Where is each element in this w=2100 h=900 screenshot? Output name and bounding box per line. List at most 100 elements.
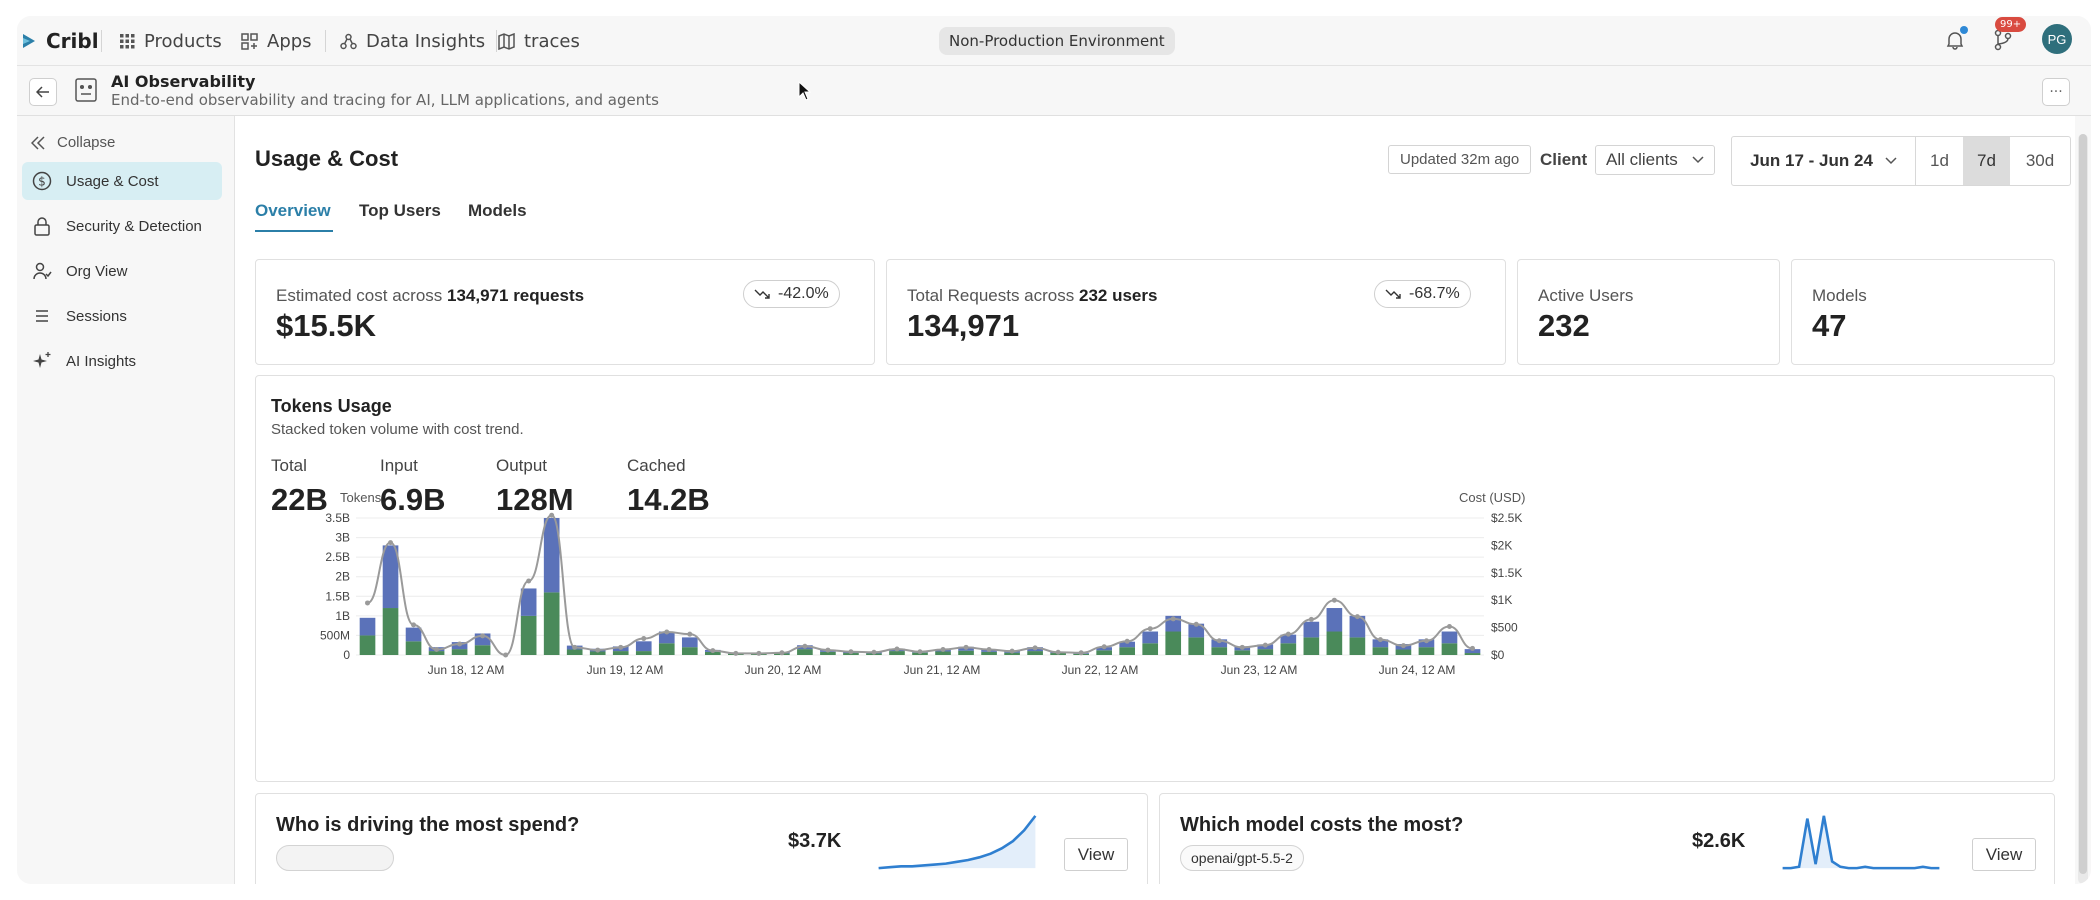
collapse-label: Collapse [57, 134, 116, 151]
git-branch-button[interactable] [1994, 29, 2012, 55]
cost-point [1055, 649, 1061, 655]
sidebar-item-sessions[interactable]: Sessions [22, 297, 222, 335]
tab-models[interactable]: Models [468, 201, 527, 220]
bar-cached [1418, 647, 1435, 655]
collapse-button[interactable]: Collapse [31, 134, 115, 151]
bar-input [382, 545, 399, 609]
products-menu[interactable]: Products [120, 16, 222, 66]
bar-cached [405, 641, 422, 655]
cost-point [848, 649, 854, 655]
kpi-requests-delta: -68.7% [1374, 280, 1471, 308]
model-cost-title: Which model costs the most? [1180, 814, 1464, 836]
date-range-value: Jun 17 - Jun 24 [1750, 151, 1873, 170]
client-select-value: All clients [1606, 150, 1678, 169]
avatar[interactable]: PG [2042, 24, 2072, 54]
traces-menu[interactable]: traces [498, 16, 580, 66]
y2-tick-label: $1.5K [1491, 566, 1522, 580]
bar-cached [566, 649, 583, 655]
cost-point [572, 644, 578, 650]
y2-tick-label: $1K [1491, 593, 1512, 607]
x-tick-label: Jun 19, 12 AM [587, 663, 664, 677]
tokens-subtitle: Stacked token volume with cost trend. [271, 421, 524, 438]
sidebar-item-ai-insights[interactable]: AI Insights [22, 342, 222, 380]
main-scrollbar[interactable] [2078, 134, 2088, 884]
bar-input [1441, 631, 1458, 644]
cost-point [733, 650, 739, 656]
stat-input: Input 6.9B [380, 456, 445, 518]
cost-point [595, 647, 601, 653]
app-subtitle: End-to-end observability and tracing for… [111, 91, 659, 109]
stat-total: Total 22B [271, 456, 328, 518]
cost-point [1124, 638, 1130, 644]
range-button-30d[interactable]: 30d [2025, 151, 2055, 170]
cost-point [1400, 643, 1406, 649]
apps-icon [241, 32, 258, 50]
cost-point [1262, 642, 1268, 648]
y2-tick-label: $2K [1491, 538, 1512, 552]
grid-icon [120, 33, 135, 48]
sidebar-item-security-detection[interactable]: Security & Detection [22, 207, 222, 245]
client-select[interactable]: All clients [1595, 145, 1715, 175]
bar-cached [981, 651, 997, 655]
kpi-card-cost: Estimated cost across 134,971 requests $… [255, 259, 875, 365]
scrollbar-thumb[interactable] [2079, 134, 2087, 874]
more-options-button[interactable]: ··· [2042, 78, 2070, 106]
bar-input [681, 637, 698, 648]
bar-cached [382, 608, 399, 655]
app-icon [75, 78, 97, 106]
y-tick-label: 2.5B [325, 550, 350, 564]
updated-badge: Updated 32m ago [1388, 145, 1532, 174]
back-button[interactable] [29, 78, 57, 106]
bar-cached [451, 649, 468, 655]
tab-overview[interactable]: Overview [255, 201, 331, 220]
x-tick-label: Jun 20, 12 AM [745, 663, 822, 677]
y-tick-label: 0 [343, 648, 350, 662]
cost-point [802, 643, 808, 649]
y-tick-label: 500M [320, 628, 350, 642]
traces-label: traces [524, 30, 580, 52]
cost-point [940, 647, 946, 653]
sidebar-item-usage-cost[interactable]: $ Usage & Cost [22, 162, 222, 200]
cost-point [664, 629, 670, 635]
bar-cached [1464, 653, 1481, 655]
bar-cached [1372, 647, 1389, 655]
cost-point [1101, 644, 1107, 650]
spend-view-button[interactable]: View [1064, 838, 1128, 871]
y-tick-label: 1B [335, 609, 350, 623]
bar-input [1349, 615, 1366, 638]
cost-point [1354, 614, 1360, 620]
kpi-requests-label: Total Requests across 232 users [907, 286, 1157, 306]
cost-point [526, 578, 532, 584]
bar-cached [520, 615, 537, 655]
kpi-card-requests: Total Requests across 232 users 134,971 … [886, 259, 1506, 365]
chevron-down-icon [1692, 156, 1704, 164]
robot-icon [75, 78, 97, 102]
app-window: Cribl Products Apps Data Insights traces… [17, 16, 2091, 884]
spend-user-pill [276, 845, 394, 871]
changes-badge: 99+ [1995, 17, 2027, 32]
bar-input [658, 631, 675, 644]
cost-point [1239, 644, 1245, 650]
bar-input [1372, 639, 1389, 648]
tab-top-users[interactable]: Top Users [359, 201, 441, 220]
data-insights-menu[interactable]: Data Insights [340, 16, 485, 66]
bar-cached [1096, 650, 1112, 655]
data-insights-label: Data Insights [366, 30, 486, 52]
notifications-button[interactable] [1946, 26, 1968, 54]
range-button-7d[interactable]: 7d [1963, 137, 2010, 185]
top-bar: Cribl Products Apps Data Insights traces… [17, 16, 2091, 66]
brand-logo[interactable]: Cribl [21, 16, 99, 66]
range-button-1d[interactable]: 1d [1930, 151, 1949, 170]
sidebar-item-org-view[interactable]: Org View [22, 252, 222, 290]
apps-label: Apps [267, 30, 312, 52]
cost-point [779, 650, 785, 656]
sidebar-item-label: AI Insights [66, 352, 137, 370]
date-range-picker[interactable]: Jun 17 - Jun 24 [1732, 137, 1916, 185]
apps-menu[interactable]: Apps [241, 16, 312, 66]
model-view-button[interactable]: View [1972, 838, 2036, 871]
stat-output: Output 128M [496, 456, 574, 518]
cost-point [1331, 597, 1337, 603]
cost-point [411, 622, 417, 628]
tokens-title: Tokens Usage [271, 396, 392, 416]
y2-tick-label: $2.5K [1491, 511, 1522, 525]
